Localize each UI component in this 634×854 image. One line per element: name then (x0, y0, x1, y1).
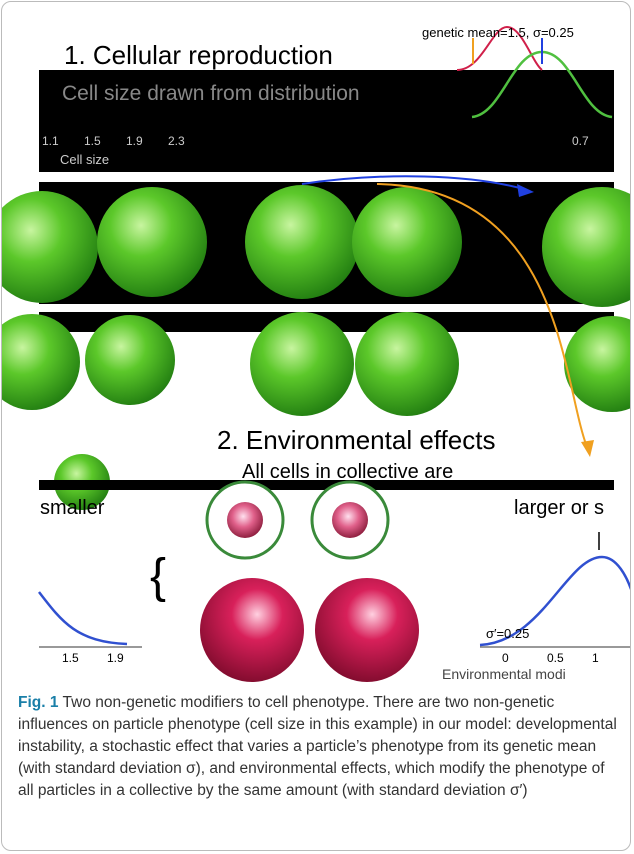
curve (38, 591, 128, 646)
tick-label: 2.3 (168, 134, 185, 148)
cell (2, 191, 98, 303)
cell (564, 316, 630, 412)
larger-label: larger or s (514, 497, 604, 519)
cell (227, 502, 263, 538)
tick-label: 1.5 (84, 134, 101, 148)
arrow (301, 175, 528, 191)
band (39, 480, 614, 490)
cell (245, 185, 359, 299)
tick-label: 0.7 (572, 134, 589, 148)
caption: Fig. 1 Two non-genetic modifiers to cell… (18, 692, 618, 802)
tick-label: 1.9 (107, 651, 124, 665)
cell (542, 187, 630, 307)
cell (250, 312, 354, 416)
tick-label: 0 (502, 651, 509, 665)
tick-label: 1.5 (62, 651, 79, 665)
tick-label: 1.1 (42, 134, 59, 148)
tick-label: 1 (592, 651, 599, 665)
panel-subtitle: Cell size drawn from distribution (62, 82, 360, 105)
curve (479, 555, 630, 647)
band (39, 70, 614, 172)
sigma-label: σ′=0.25 (486, 626, 529, 641)
cell (200, 578, 304, 682)
panel-title: 2. Environmental effects (217, 425, 495, 455)
axis-label: Environmental modi (442, 666, 566, 682)
cell (332, 502, 368, 538)
tick-label: 0.5 (547, 651, 564, 665)
panel-title: 1. Cellular reproduction (64, 40, 333, 70)
smaller-label: smaller (40, 497, 105, 519)
cell (355, 312, 459, 416)
genetic-label: genetic mean=1.5, σ=0.25 (422, 25, 574, 40)
cell (352, 187, 462, 297)
arrowhead (517, 184, 534, 197)
cell (315, 578, 419, 682)
red-curve (456, 25, 543, 71)
figure: genetic mean=1.5, σ=0.25 1. Cellular rep… (2, 25, 630, 682)
arrow (376, 183, 588, 448)
panel-subtitle: All cells in collective are (242, 461, 453, 483)
caption-label: Fig. 1 (18, 694, 59, 711)
cell (85, 315, 175, 405)
arrowhead (581, 440, 594, 457)
cell (97, 187, 207, 297)
caption-text: Two non-genetic modifiers to cell phenot… (18, 694, 617, 799)
bracket: { (150, 550, 166, 603)
cell (2, 314, 80, 410)
tick-label: 1.9 (126, 134, 143, 148)
axis-label: Cell size (60, 152, 109, 167)
